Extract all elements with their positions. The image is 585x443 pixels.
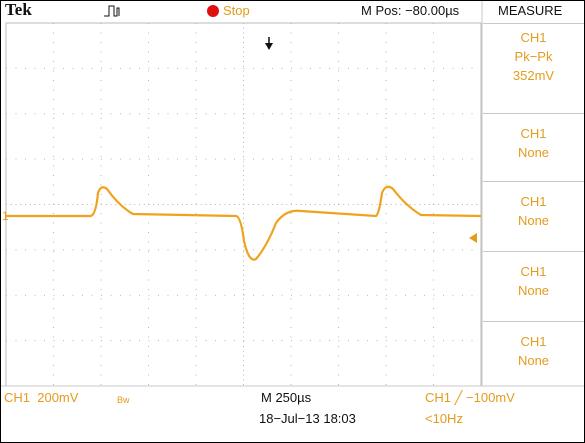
measurement-line: CH1 [520,30,547,45]
graticule [6,23,481,386]
channel-scale: CH1 200mV [4,390,79,405]
measurement-box[interactable]: CH1 None [483,321,584,386]
measurement-line: CH1 [520,194,547,209]
bandwidth-limit: Bw [117,395,130,405]
acquisition-icon [104,5,120,17]
trigger-level-marker [469,233,477,243]
date-time: 18−Jul−13 18:03 [259,411,356,426]
waveform-trace [6,185,482,261]
measurement-box[interactable]: CH1 None [483,113,584,181]
measurement-line: None [517,283,550,298]
measurement-box[interactable]: CH1 None [483,251,584,321]
trigger-setting: CH1 ╱ −100mV [425,390,515,405]
measurement-line: 352mV [512,68,555,83]
measurement-line: None [517,213,550,228]
timebase: M 250µs [261,390,312,405]
measurement-line: None [517,353,550,368]
measurement-line: Pk−Pk [514,49,553,64]
trigger-position-marker [265,43,273,50]
measurement-line: CH1 [520,126,547,141]
horizontal-position: M Pos: −80.00µs [361,3,460,18]
measurement-box[interactable]: CH1 Pk−Pk 352mV [483,23,584,113]
measurement-line: CH1 [520,334,547,349]
measurement-line: CH1 [520,264,547,279]
stop-indicator [207,5,219,17]
trigger-frequency: <10Hz [425,411,463,426]
measurement-box[interactable]: CH1 None [483,181,584,251]
channel-marker: 1 [2,209,9,223]
brand: Tek [5,0,32,19]
run-status: Stop [223,3,250,18]
menu-title: MEASURE [498,3,563,18]
measurement-line: None [517,145,550,160]
